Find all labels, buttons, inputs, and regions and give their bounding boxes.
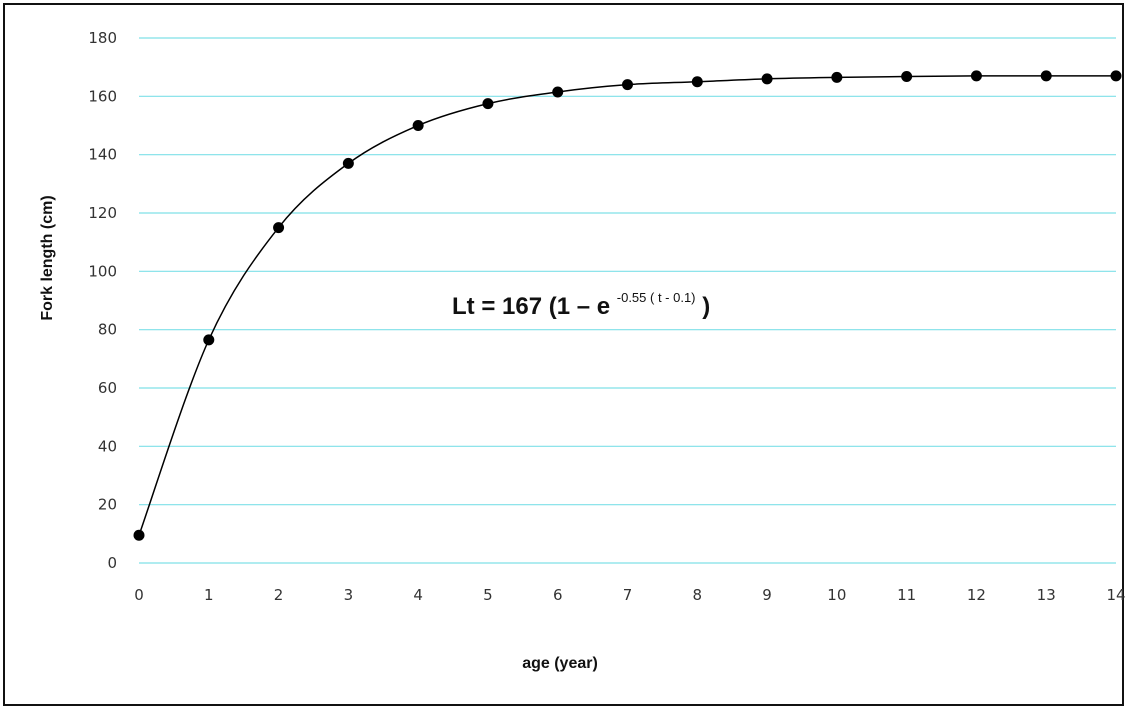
data-points [133,70,1122,541]
x-tick-label: 9 [762,586,772,604]
data-point [901,71,913,82]
grid-lines [139,37,1116,564]
y-tick-label: 160 [88,87,117,105]
x-axis-label: age (year) [522,655,598,672]
chart-frame [3,3,1124,706]
x-tick-label: 6 [553,586,563,604]
x-tick-labels: 0 1 2 3 4 5 6 7 8 9 10 11 12 13 14 [134,586,1125,604]
growth-curve [138,75,1116,536]
y-tick-label: 20 [98,496,117,514]
data-point [482,98,494,110]
y-tick-label: 40 [98,437,117,455]
equation-annotation: Lt = 167 (1 – e -0.55 ( t - 0.1) ) [452,281,710,320]
y-tick-labels: 0 20 40 60 80 100 120 140 160 180 [88,29,117,572]
data-point [1040,70,1052,82]
x-tick-label: 5 [483,586,493,604]
y-tick-label: 140 [88,146,117,164]
x-tick-label: 2 [274,586,284,604]
data-point [761,73,773,85]
equation-close: ) [702,293,710,320]
y-tick-label: 60 [98,379,117,397]
y-axis-label: Fork length (cm) [39,195,56,320]
data-point [970,70,982,82]
data-point [1110,70,1122,82]
data-point [552,86,564,98]
data-point [342,157,354,169]
equation-main: Lt = 167 (1 – e [452,293,610,320]
data-point [273,222,285,234]
x-tick-label: 13 [1037,586,1056,604]
x-tick-label: 12 [967,586,986,604]
equation-exponent: -0.55 ( t - 0.1) [617,290,696,305]
data-point [203,334,215,346]
data-point [133,529,145,541]
y-tick-label: 120 [88,204,117,222]
x-tick-label: 1 [204,586,214,604]
x-tick-label: 8 [693,586,703,604]
x-tick-label: 7 [623,586,633,604]
x-tick-label: 14 [1106,586,1125,604]
x-tick-label: 4 [413,586,423,604]
x-tick-label: 10 [827,586,846,604]
data-point [691,76,703,88]
x-tick-label: 0 [134,586,144,604]
data-point [831,71,843,83]
data-point [622,79,633,91]
x-tick-label: 11 [897,586,916,604]
y-tick-label: 80 [98,321,117,339]
x-tick-label: 3 [344,586,354,604]
data-point [412,120,424,131]
y-tick-label: 180 [88,29,117,47]
y-tick-label: 0 [107,554,117,572]
y-tick-label: 100 [88,262,117,280]
